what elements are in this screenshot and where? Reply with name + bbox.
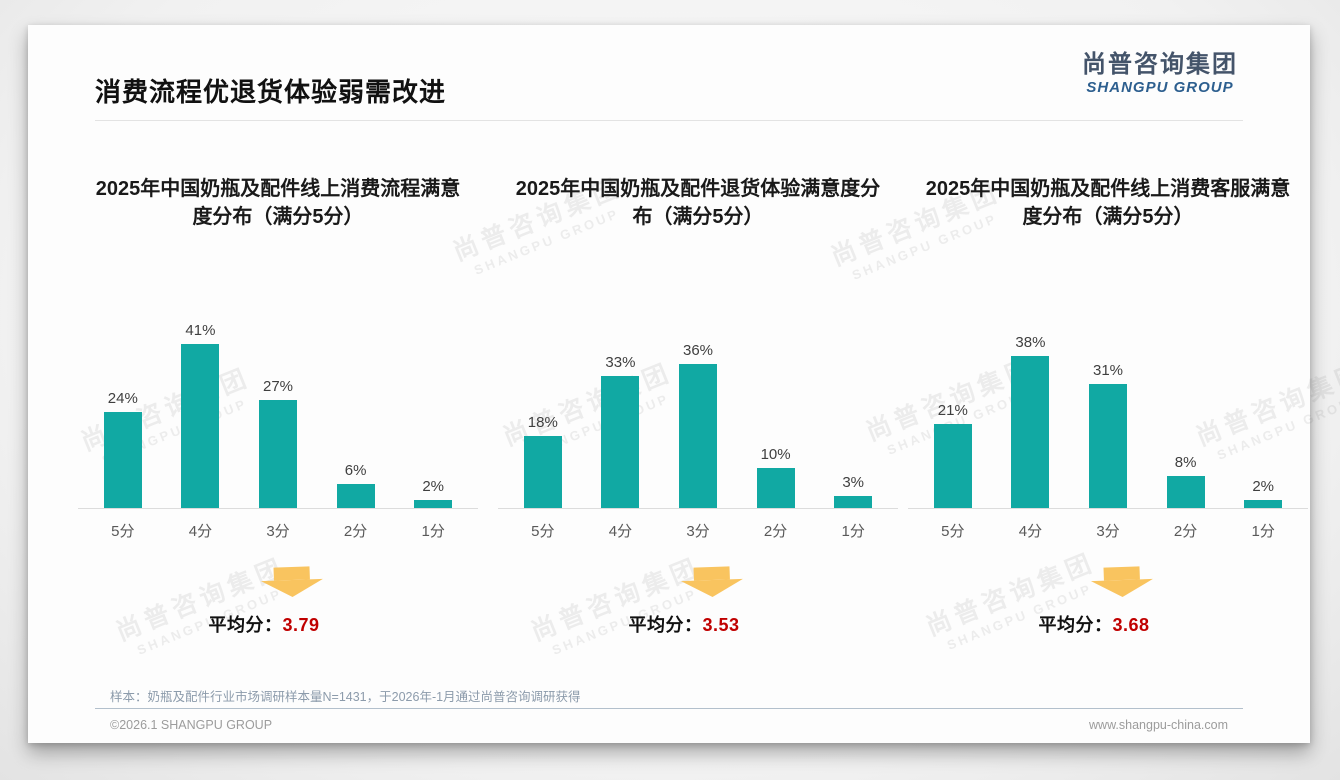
category-label: 4分	[1018, 523, 1043, 540]
bar-value-label: 6%	[344, 462, 367, 479]
bar-cell: 10%	[737, 446, 815, 508]
category-label: 3分	[266, 523, 290, 540]
logo-english-text: SHANGPU GROUP	[1086, 78, 1234, 96]
bar-value-label: 2%	[422, 478, 445, 495]
category-label: 3分	[1096, 523, 1120, 540]
chart-title: 2025年中国奶瓶及配件线上消费流程满意度分布（满分5分）	[95, 178, 461, 229]
category-label: 1分	[841, 523, 865, 540]
bar-plot: 24% 41% 27% 6% 2%	[78, 308, 478, 509]
chart-title: 2025年中国奶瓶及配件退货体验满意度分布（满分5分）	[515, 178, 881, 229]
average-label: 平均分：	[1038, 615, 1113, 635]
category-label: 1分	[421, 523, 445, 540]
category-label: 1分	[1251, 523, 1275, 540]
category-label: 2分	[763, 523, 788, 540]
bar	[1011, 356, 1050, 508]
bar	[259, 400, 297, 508]
bar-cell: 2%	[394, 478, 472, 508]
down-arrow-icon	[92, 560, 493, 604]
bar-value-label: 2%	[1252, 478, 1275, 495]
category-label: 4分	[188, 523, 213, 540]
category-axis: 5分 4分 3分 2分 1分	[908, 509, 1308, 541]
bar	[336, 484, 375, 508]
bar	[523, 436, 562, 508]
bar-cell: 8%	[1147, 454, 1225, 508]
bar-cell: 2%	[1224, 478, 1302, 508]
bar-cell: 18%	[504, 414, 582, 508]
chart-title: 2025年中国奶瓶及配件线上消费客服满意度分布（满分5分）	[925, 178, 1291, 229]
bar-cell: 27%	[239, 378, 317, 508]
bar-cell: 21%	[914, 402, 992, 508]
company-logo: 尚普咨询集团 SHANGPU GROUP	[1082, 51, 1238, 96]
bar-plot: 18% 33% 36% 10% 3%	[498, 308, 898, 509]
bar-value-label: 33%	[605, 354, 636, 371]
sample-note: 样本：奶瓶及配件行业市场调研样本量N=1431，于2026年-1月通过尚普咨询调…	[110, 690, 581, 704]
bar-plot: 21% 38% 31% 8% 2%	[908, 308, 1308, 509]
chart-consumption-process: 2025年中国奶瓶及配件线上消费流程满意度分布（满分5分） 24% 41% 27% 6…	[78, 175, 478, 637]
down-arrow-icon	[922, 560, 1323, 604]
bar-value-label: 18%	[527, 414, 558, 431]
bar	[414, 500, 453, 508]
bar-cell: 36%	[659, 342, 737, 508]
bar	[1166, 476, 1205, 508]
page-title: 消费流程优退货体验弱需改进	[95, 77, 447, 107]
bar-cell: 38%	[992, 334, 1070, 508]
bar-value-label: 38%	[1015, 334, 1046, 351]
title-divider	[95, 120, 1243, 121]
bar-cell: 41%	[162, 322, 240, 508]
bar-value-label: 21%	[937, 402, 968, 419]
copyright-text: ©2026.1 SHANGPU GROUP	[110, 718, 273, 732]
chart-return-experience: 2025年中国奶瓶及配件退货体验满意度分布（满分5分） 18% 33% 36% 10%…	[498, 175, 898, 637]
category-label: 5分	[941, 523, 965, 540]
footer: ©2026.1 SHANGPU GROUP www.shangpu-china.…	[110, 718, 1228, 732]
average-value: 3.79	[282, 615, 320, 635]
average-label: 平均分：	[208, 615, 283, 635]
footer-divider	[95, 708, 1243, 709]
average-label: 平均分：	[628, 615, 703, 635]
category-label: 2分	[343, 523, 368, 540]
bar-cell: 31%	[1069, 362, 1147, 508]
bar-cell: 6%	[317, 462, 395, 508]
slide: 尚普咨询集团 SHANGPU GROUP 尚普咨询集团 SHANGPU GROU…	[28, 25, 1340, 743]
bar-cell: 33%	[582, 354, 660, 508]
bar	[103, 412, 142, 508]
category-label: 3分	[686, 523, 710, 540]
average-score: 平均分：3.53	[484, 611, 884, 637]
bar-value-label: 3%	[842, 474, 865, 491]
bar-value-label: 24%	[107, 390, 138, 407]
chart-customer-service: 2025年中国奶瓶及配件线上消费客服满意度分布（满分5分） 21% 38% 31% 8…	[908, 175, 1308, 637]
category-label: 2分	[1173, 523, 1198, 540]
down-arrow-icon	[512, 560, 913, 604]
average-score: 平均分：3.68	[894, 611, 1294, 637]
bar	[181, 344, 220, 508]
bar	[834, 496, 873, 508]
category-label: 5分	[111, 523, 135, 540]
bar	[601, 376, 640, 508]
bar-value-label: 36%	[682, 342, 714, 359]
bar-value-label: 8%	[1174, 454, 1197, 471]
average-score: 平均分：3.79	[64, 611, 464, 637]
bar	[933, 424, 972, 508]
bar-cell: 24%	[84, 390, 162, 508]
bar	[679, 364, 717, 508]
bar-value-label: 31%	[1092, 362, 1124, 379]
bar-value-label: 27%	[262, 378, 294, 395]
average-value: 3.53	[702, 615, 740, 635]
category-label: 5分	[531, 523, 555, 540]
logo-chinese-text: 尚普咨询集团	[1082, 51, 1238, 78]
category-label: 4分	[608, 523, 633, 540]
bar-cell: 3%	[814, 474, 892, 508]
bar-value-label: 10%	[760, 446, 791, 463]
bar-value-label: 41%	[185, 322, 216, 339]
bar	[756, 468, 795, 508]
category-axis: 5分 4分 3分 2分 1分	[78, 509, 478, 541]
average-value: 3.68	[1112, 615, 1150, 635]
bar	[1089, 384, 1127, 508]
bar	[1244, 500, 1283, 508]
website-url: www.shangpu-china.com	[1089, 718, 1228, 732]
category-axis: 5分 4分 3分 2分 1分	[498, 509, 898, 541]
